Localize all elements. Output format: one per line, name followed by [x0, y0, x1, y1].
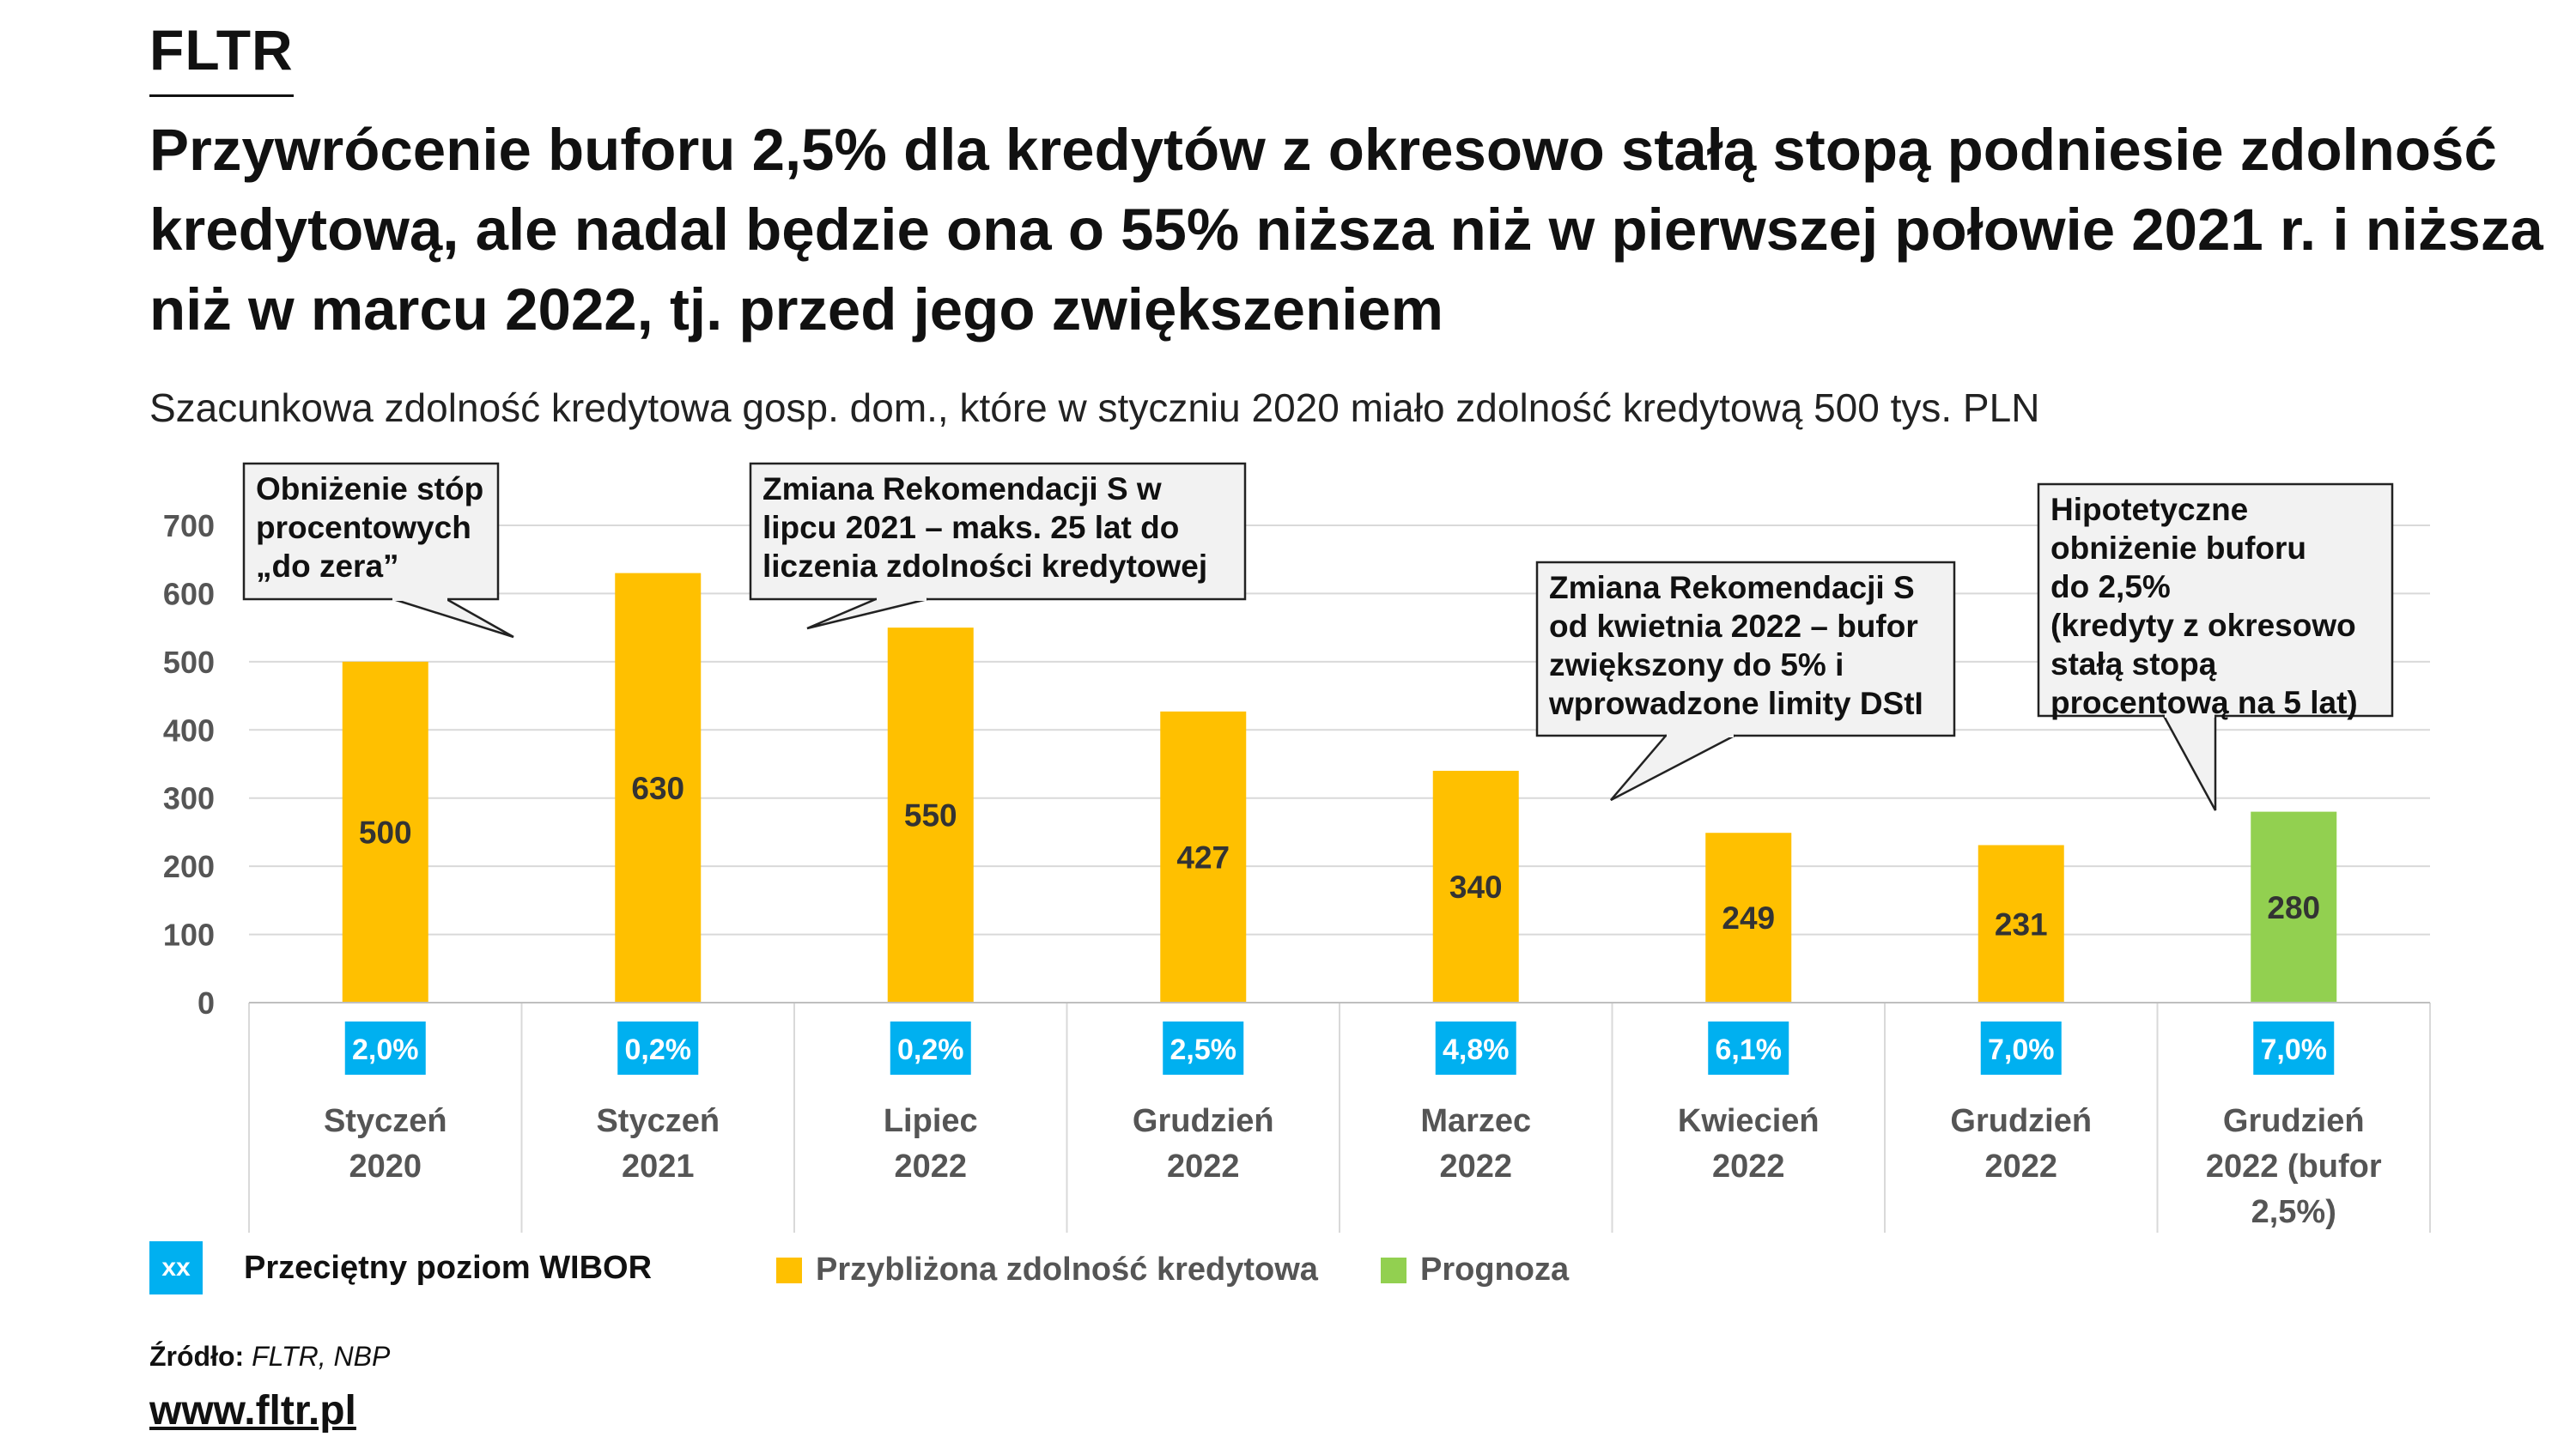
callout-box	[2037, 482, 2394, 718]
bar	[1160, 711, 1247, 1003]
wibor-badge-label: 7,0%	[1988, 1034, 2055, 1066]
callout-text-line: procentową na 5 lat)	[2050, 685, 2358, 720]
wibor-badge	[1435, 1022, 1516, 1075]
wibor-badge-label: 6,1%	[1716, 1034, 1783, 1066]
callout-text-line: zwiększony do 5% i	[1549, 647, 1844, 682]
callout-text-line: od kwietnia 2022 – bufor	[1549, 609, 1918, 644]
callout-text-line: liczenia zdolności kredytowej	[762, 549, 1207, 584]
wibor-badge-label: 4,8%	[1443, 1034, 1510, 1066]
y-tick-label: 600	[163, 576, 215, 611]
wibor-badge-label: 7,0%	[2261, 1034, 2328, 1066]
y-tick-label: 200	[163, 849, 215, 884]
callout-text-line: „do zera”	[256, 549, 399, 584]
website-link[interactable]: www.fltr.pl	[149, 1388, 356, 1434]
legend-wibor-label: Przeciętny poziom WIBOR	[244, 1249, 653, 1286]
x-tick-label: 2022	[1712, 1149, 1785, 1185]
x-tick-label: Grudzień	[2223, 1103, 2365, 1139]
callout-box	[242, 462, 500, 601]
x-tick-label: 2022 (bufor	[2206, 1149, 2382, 1185]
legend-wibor-swatch: xx	[149, 1241, 203, 1294]
bar	[1432, 770, 1519, 1003]
callout-text-line: wprowadzone limity DStI	[1548, 686, 1923, 721]
x-tick-label: Kwiecień	[1678, 1103, 1820, 1139]
x-tick-label: 2022	[1984, 1149, 2057, 1185]
y-tick-label: 0	[197, 985, 215, 1021]
wibor-badge	[1708, 1022, 1789, 1075]
bar	[887, 627, 974, 1003]
chart-title: Przywrócenie buforu 2,5% dla kredytów z …	[149, 117, 2543, 343]
x-tick-label: Grudzień	[1950, 1103, 2092, 1139]
wibor-badge-label: 0,2%	[625, 1034, 692, 1066]
wibor-badge-label: 2,5%	[1170, 1034, 1237, 1066]
legend-capacity-label: Przybliżona zdolność kredytowa	[816, 1252, 1318, 1288]
x-tick-label: 2022	[1439, 1149, 1512, 1185]
callout-pointer	[392, 597, 514, 639]
bar	[615, 573, 702, 1003]
x-tick-label: Lipiec	[884, 1103, 978, 1139]
wibor-badge	[617, 1022, 699, 1075]
callout-box	[1535, 561, 1956, 737]
legend-wibor: xx Przeciętny poziom WIBOR	[149, 1241, 652, 1294]
wibor-badge	[1163, 1022, 1244, 1075]
callout-pointer	[806, 597, 928, 630]
callout-text-line: Hipotetyczne	[2050, 492, 2248, 527]
x-tick-label: 2021	[622, 1149, 695, 1185]
bar-value-label: 280	[2267, 890, 2320, 925]
wibor-badge	[2253, 1022, 2335, 1075]
callout-text-line: Obniżenie stóp	[256, 471, 483, 506]
callout-text-line: Zmiana Rekomendacji S	[1549, 570, 1915, 605]
bar-value-label: 340	[1449, 870, 1503, 905]
bar-value-label: 500	[359, 815, 412, 850]
bar	[2251, 811, 2337, 1003]
callout-pointer	[2161, 714, 2217, 811]
callout-text-line: do 2,5%	[2050, 569, 2171, 604]
x-tick-label: Marzec	[1420, 1103, 1531, 1139]
x-tick-label: 2,5%)	[2251, 1194, 2336, 1230]
source-prefix: Źródło:	[149, 1341, 245, 1372]
legend-forecast: Prognoza	[1381, 1252, 1569, 1288]
x-tick-label: Grudzień	[1133, 1103, 1274, 1139]
legend-forecast-label: Prognoza	[1420, 1252, 1570, 1288]
x-tick-label: 2020	[349, 1149, 422, 1185]
bar-value-label: 427	[1176, 840, 1230, 875]
x-tick-label: 2022	[894, 1149, 967, 1185]
brand-underline	[149, 94, 294, 97]
callout-pointer	[1610, 734, 1735, 802]
callout-box	[749, 462, 1247, 601]
source-text: FLTR, NBP	[252, 1341, 391, 1372]
legend-capacity-swatch	[776, 1257, 802, 1283]
wibor-badge	[344, 1022, 426, 1075]
callout-text-line: stałą stopą	[2050, 646, 2217, 682]
callout-text-line: procentowych	[256, 510, 471, 545]
legend-capacity: Przybliżona zdolność kredytowa	[776, 1252, 1318, 1288]
bar-value-label: 249	[1722, 900, 1775, 936]
bar	[1705, 833, 1792, 1003]
callout-text-line: obniżenie buforu	[2050, 530, 2306, 566]
wibor-badge-label: 2,0%	[352, 1034, 419, 1066]
callout-text-line: Zmiana Rekomendacji S w	[762, 471, 1162, 506]
bar	[1978, 845, 2064, 1003]
x-tick-label: Styczeń	[324, 1103, 447, 1139]
chart-subtitle: Szacunkowa zdolność kredytowa gosp. dom.…	[149, 385, 2040, 430]
y-tick-label: 300	[163, 781, 215, 816]
bar-value-label: 231	[1995, 906, 2048, 942]
bar-value-label: 630	[631, 771, 684, 806]
callout-text-line: lipcu 2021 – maks. 25 lat do	[762, 510, 1179, 545]
wibor-badge	[1980, 1022, 2062, 1075]
bar-value-label: 550	[904, 798, 957, 834]
y-tick-label: 500	[163, 645, 215, 680]
y-tick-label: 100	[163, 918, 215, 953]
wibor-badge	[890, 1022, 971, 1075]
y-tick-label: 700	[163, 508, 215, 543]
x-tick-label: Styczeń	[596, 1103, 720, 1139]
wibor-badge-label: 0,2%	[897, 1034, 964, 1066]
brand-logo: FLTR	[149, 18, 294, 82]
callout-text-line: (kredyty z okresowo	[2050, 608, 2356, 643]
legend-forecast-swatch	[1381, 1257, 1406, 1283]
x-tick-label: 2022	[1167, 1149, 1240, 1185]
y-tick-label: 400	[163, 712, 215, 748]
bar	[342, 661, 428, 1003]
source-note: Źródło: FLTR, NBP	[149, 1341, 390, 1373]
